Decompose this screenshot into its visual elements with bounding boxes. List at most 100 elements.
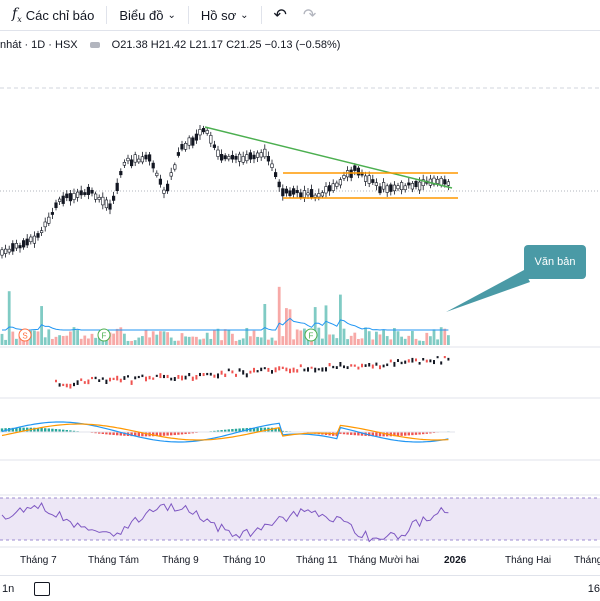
volume-bar bbox=[393, 328, 396, 345]
mini-candle bbox=[281, 366, 284, 369]
candle-body bbox=[122, 162, 126, 166]
volume-bar bbox=[407, 335, 411, 345]
candle-body bbox=[212, 144, 217, 148]
candle-body bbox=[155, 172, 159, 176]
undo-button[interactable]: ↶ bbox=[266, 0, 295, 30]
volume-bar bbox=[274, 340, 277, 345]
mini-candle bbox=[127, 375, 129, 378]
macd-bar bbox=[170, 432, 173, 436]
volume-bar bbox=[173, 340, 177, 345]
trendline-drawing[interactable] bbox=[204, 126, 453, 189]
macd-bar bbox=[422, 432, 425, 435]
visibility-toggle-icon[interactable] bbox=[89, 42, 100, 48]
indicators-button[interactable]: fx Các chỉ báo bbox=[0, 0, 102, 30]
macd-bar bbox=[432, 432, 436, 434]
macd-bar bbox=[69, 430, 72, 432]
volume-bar bbox=[209, 338, 213, 345]
mini-candle bbox=[65, 383, 68, 388]
volume-bar bbox=[321, 338, 324, 345]
time-label: Tháng Tám bbox=[88, 555, 139, 566]
mini-candle bbox=[278, 366, 281, 371]
volume-bar bbox=[292, 339, 295, 345]
candle-body bbox=[39, 230, 44, 233]
candle-body bbox=[227, 156, 231, 160]
candle-body bbox=[223, 155, 227, 160]
volume-bar bbox=[220, 340, 223, 345]
candle-body bbox=[50, 212, 54, 215]
mini-candle bbox=[411, 357, 414, 363]
earnings-marker[interactable]: F bbox=[304, 328, 318, 342]
volume-bar bbox=[349, 335, 353, 345]
candle-body bbox=[309, 189, 314, 198]
macd-bar bbox=[47, 428, 50, 432]
candle-body bbox=[392, 184, 397, 192]
volume-bar bbox=[11, 331, 15, 345]
macd-bar bbox=[119, 432, 122, 436]
redo-button[interactable]: ↷ bbox=[295, 0, 324, 30]
mini-candle bbox=[76, 380, 79, 385]
mini-candle bbox=[155, 374, 158, 377]
calendar-icon[interactable] bbox=[34, 581, 51, 596]
candle-body bbox=[65, 193, 69, 199]
split-marker[interactable]: S bbox=[18, 328, 32, 342]
mini-candle bbox=[292, 367, 295, 373]
macd-bar bbox=[141, 432, 144, 437]
time-label: Tháng Hai bbox=[505, 555, 552, 566]
volume-bar bbox=[51, 338, 54, 345]
volume-bar bbox=[277, 286, 281, 345]
candle-body bbox=[234, 155, 238, 160]
volume-bar bbox=[378, 334, 382, 345]
macd-bar bbox=[346, 432, 349, 435]
price-chart-canvas[interactable]: S F F bbox=[0, 30, 600, 575]
mini-candle bbox=[231, 370, 234, 374]
symbol-name[interactable]: nhát · 1D · HSX bbox=[0, 39, 78, 51]
candle-body bbox=[342, 175, 346, 179]
mini-candle bbox=[184, 375, 187, 380]
candle-body bbox=[248, 152, 253, 160]
mini-candle bbox=[267, 367, 270, 372]
candle-body bbox=[47, 216, 51, 224]
macd-bar bbox=[393, 432, 396, 437]
mini-candle bbox=[98, 379, 101, 382]
range-button[interactable]: 1n bbox=[2, 582, 15, 595]
volume-bar bbox=[328, 334, 331, 345]
volume-bar bbox=[303, 328, 306, 345]
candle-body bbox=[14, 243, 18, 249]
chart-menu-button[interactable]: Biểu đồ ⌄ bbox=[111, 0, 183, 30]
candle-body bbox=[403, 185, 407, 191]
mini-candle bbox=[173, 377, 176, 381]
mini-candle bbox=[256, 370, 259, 373]
mini-candle bbox=[199, 372, 201, 377]
mini-candle bbox=[137, 375, 140, 379]
mini-candle bbox=[224, 373, 227, 378]
macd-bar bbox=[224, 429, 227, 432]
mini-candle bbox=[443, 356, 446, 359]
volume-bar bbox=[0, 333, 4, 345]
clock-readout: 16 bbox=[587, 582, 600, 595]
candle-body bbox=[363, 175, 368, 182]
volume-bar bbox=[285, 308, 288, 345]
candle-body bbox=[317, 193, 321, 198]
macd-bar bbox=[184, 432, 187, 435]
mini-candle bbox=[148, 375, 151, 380]
volume-bar bbox=[72, 327, 76, 345]
volume-bar bbox=[400, 336, 403, 345]
profile-menu-button[interactable]: Hồ sơ ⌄ bbox=[193, 0, 257, 30]
volume-bar bbox=[148, 337, 151, 345]
macd-bar bbox=[116, 432, 119, 436]
earnings-marker[interactable]: F bbox=[97, 328, 111, 342]
macd-bar bbox=[11, 427, 14, 432]
mini-candle bbox=[343, 365, 345, 369]
volume-bar bbox=[364, 327, 367, 345]
mini-candle bbox=[299, 364, 302, 368]
mini-candle bbox=[141, 374, 144, 378]
volume-bar bbox=[353, 332, 357, 345]
text-callout-drawing[interactable]: Văn bản bbox=[524, 245, 586, 279]
candle-body bbox=[173, 164, 177, 170]
volume-bar bbox=[43, 337, 47, 345]
macd-bar bbox=[353, 432, 356, 436]
mini-candle bbox=[415, 358, 417, 362]
mini-candle bbox=[119, 378, 122, 383]
macd-bar bbox=[371, 432, 374, 437]
macd-bar bbox=[152, 432, 155, 437]
